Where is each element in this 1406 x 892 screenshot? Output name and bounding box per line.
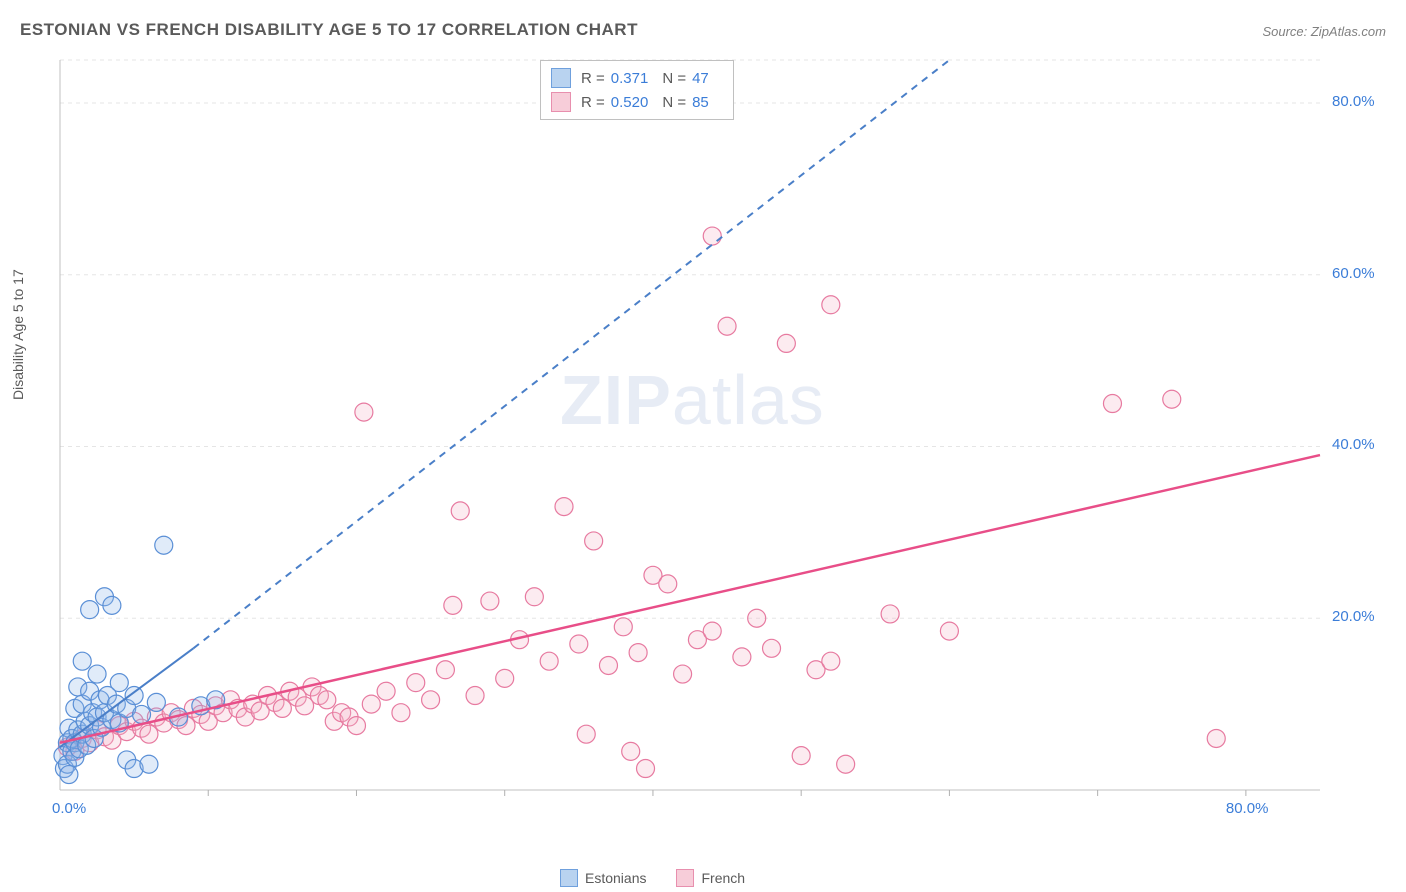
r-label: R = — [581, 70, 605, 87]
chart-title: ESTONIAN VS FRENCH DISABILITY AGE 5 TO 1… — [20, 20, 638, 40]
r-value-estonians: 0.371 — [611, 70, 649, 87]
source-name: ZipAtlas.com — [1311, 24, 1386, 39]
r-label: R = — [581, 94, 605, 111]
n-value-estonians: 47 — [692, 70, 709, 87]
source-attribution: Source: ZipAtlas.com — [1262, 24, 1386, 39]
swatch-french — [551, 92, 571, 112]
scatter-chart-svg — [50, 55, 1380, 815]
swatch-estonians-bottom — [560, 869, 578, 887]
r-value-french: 0.520 — [611, 94, 649, 111]
y-tick-label: 80.0% — [1332, 93, 1375, 110]
n-label: N = — [662, 94, 686, 111]
y-tick-label: 60.0% — [1332, 265, 1375, 282]
series-legend: Estonians French — [560, 869, 745, 887]
n-label: N = — [662, 70, 686, 87]
chart-area — [50, 55, 1390, 845]
y-tick-label: 20.0% — [1332, 608, 1375, 625]
legend-label-estonians: Estonians — [585, 870, 646, 886]
legend-item-french: French — [676, 869, 745, 887]
x-tick-label: 0.0% — [52, 800, 86, 817]
legend-item-estonians: Estonians — [560, 869, 646, 887]
y-tick-label: 40.0% — [1332, 436, 1375, 453]
legend-label-french: French — [701, 870, 745, 886]
correlation-legend: R = 0.371 N = 47 R = 0.520 N = 85 — [540, 60, 734, 120]
y-axis-label: Disability Age 5 to 17 — [10, 269, 26, 400]
swatch-french-bottom — [676, 869, 694, 887]
legend-row-french: R = 0.520 N = 85 — [551, 90, 723, 114]
swatch-estonians — [551, 68, 571, 88]
source-label: Source: — [1262, 24, 1310, 39]
legend-row-estonians: R = 0.371 N = 47 — [551, 66, 723, 90]
x-tick-label: 80.0% — [1226, 800, 1269, 817]
n-value-french: 85 — [692, 94, 709, 111]
